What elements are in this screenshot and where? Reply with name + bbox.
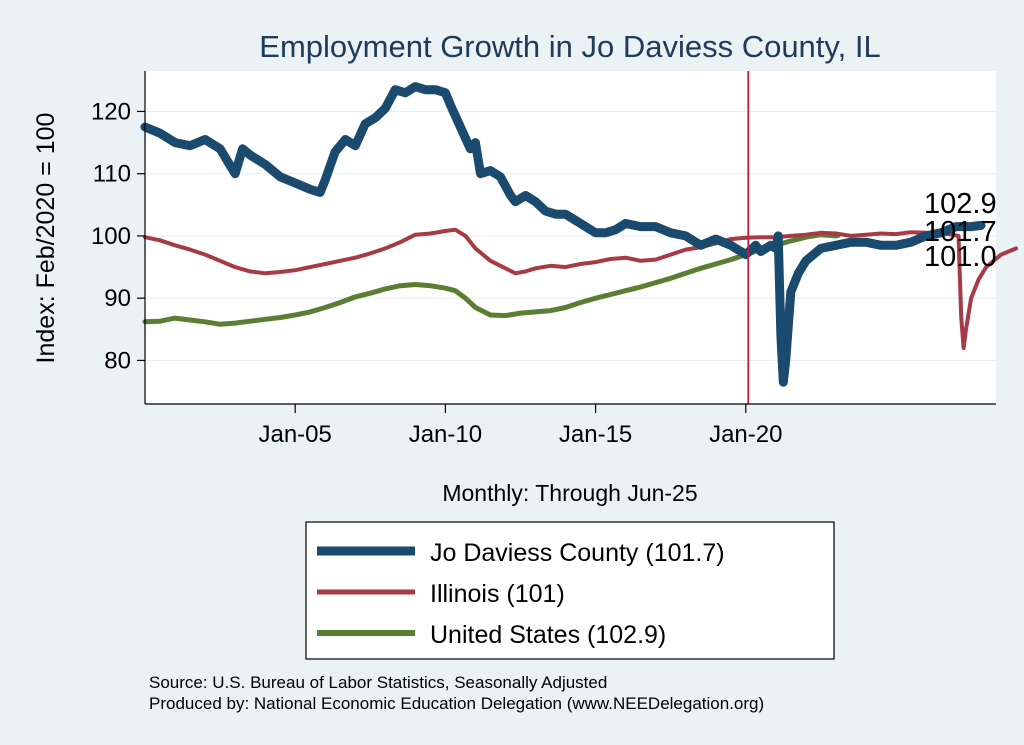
source-note: Source: U.S. Bureau of Labor Statistics,…	[149, 673, 607, 692]
y-tick-label-110: 110	[93, 161, 131, 188]
chart-title: Employment Growth in Jo Daviess County, …	[259, 29, 880, 64]
y-tick-label-120: 120	[91, 98, 131, 125]
legend-label-jo-daviess: Jo Daviess County (101.7)	[430, 539, 725, 567]
y-axis-title: Index: Feb/2020 = 100	[32, 113, 60, 364]
series-lines	[140, 82, 1019, 387]
plot-area	[145, 71, 996, 404]
y-tick-label-80: 80	[104, 347, 131, 374]
series-line-united-states	[142, 232, 841, 327]
y-tick-label-90: 90	[104, 285, 131, 312]
legend-label-united-states: United States (102.9)	[430, 621, 666, 649]
y-tick-label-100: 100	[91, 223, 131, 250]
x-tick-label-Jan-20: Jan-20	[709, 421, 782, 448]
y-ticks: 80 90 100 110 120	[91, 98, 145, 374]
series-line-jo-daviess-county	[140, 82, 986, 387]
x-tick-label-Jan-15: Jan-15	[559, 421, 632, 448]
produced-by-note: Produced by: National Economic Education…	[149, 694, 764, 713]
x-tick-label-Jan-05: Jan-05	[258, 421, 331, 448]
legend: Jo Daviess County (101.7) Illinois (101)…	[305, 521, 835, 660]
x-tick-label-Jan-10: Jan-10	[409, 421, 482, 448]
end-label-illinois: 101.0	[924, 241, 997, 273]
end-label-united-states: 102.9	[924, 188, 997, 220]
x-axis-title: Monthly: Through Jun-25	[442, 480, 697, 506]
x-ticks: Jan-05 Jan-10 Jan-15 Jan-20	[258, 404, 782, 448]
gridlines	[145, 110, 996, 362]
legend-label-illinois: Illinois (101)	[430, 580, 565, 608]
end-label-jo-daviess: 101.7	[924, 216, 997, 248]
